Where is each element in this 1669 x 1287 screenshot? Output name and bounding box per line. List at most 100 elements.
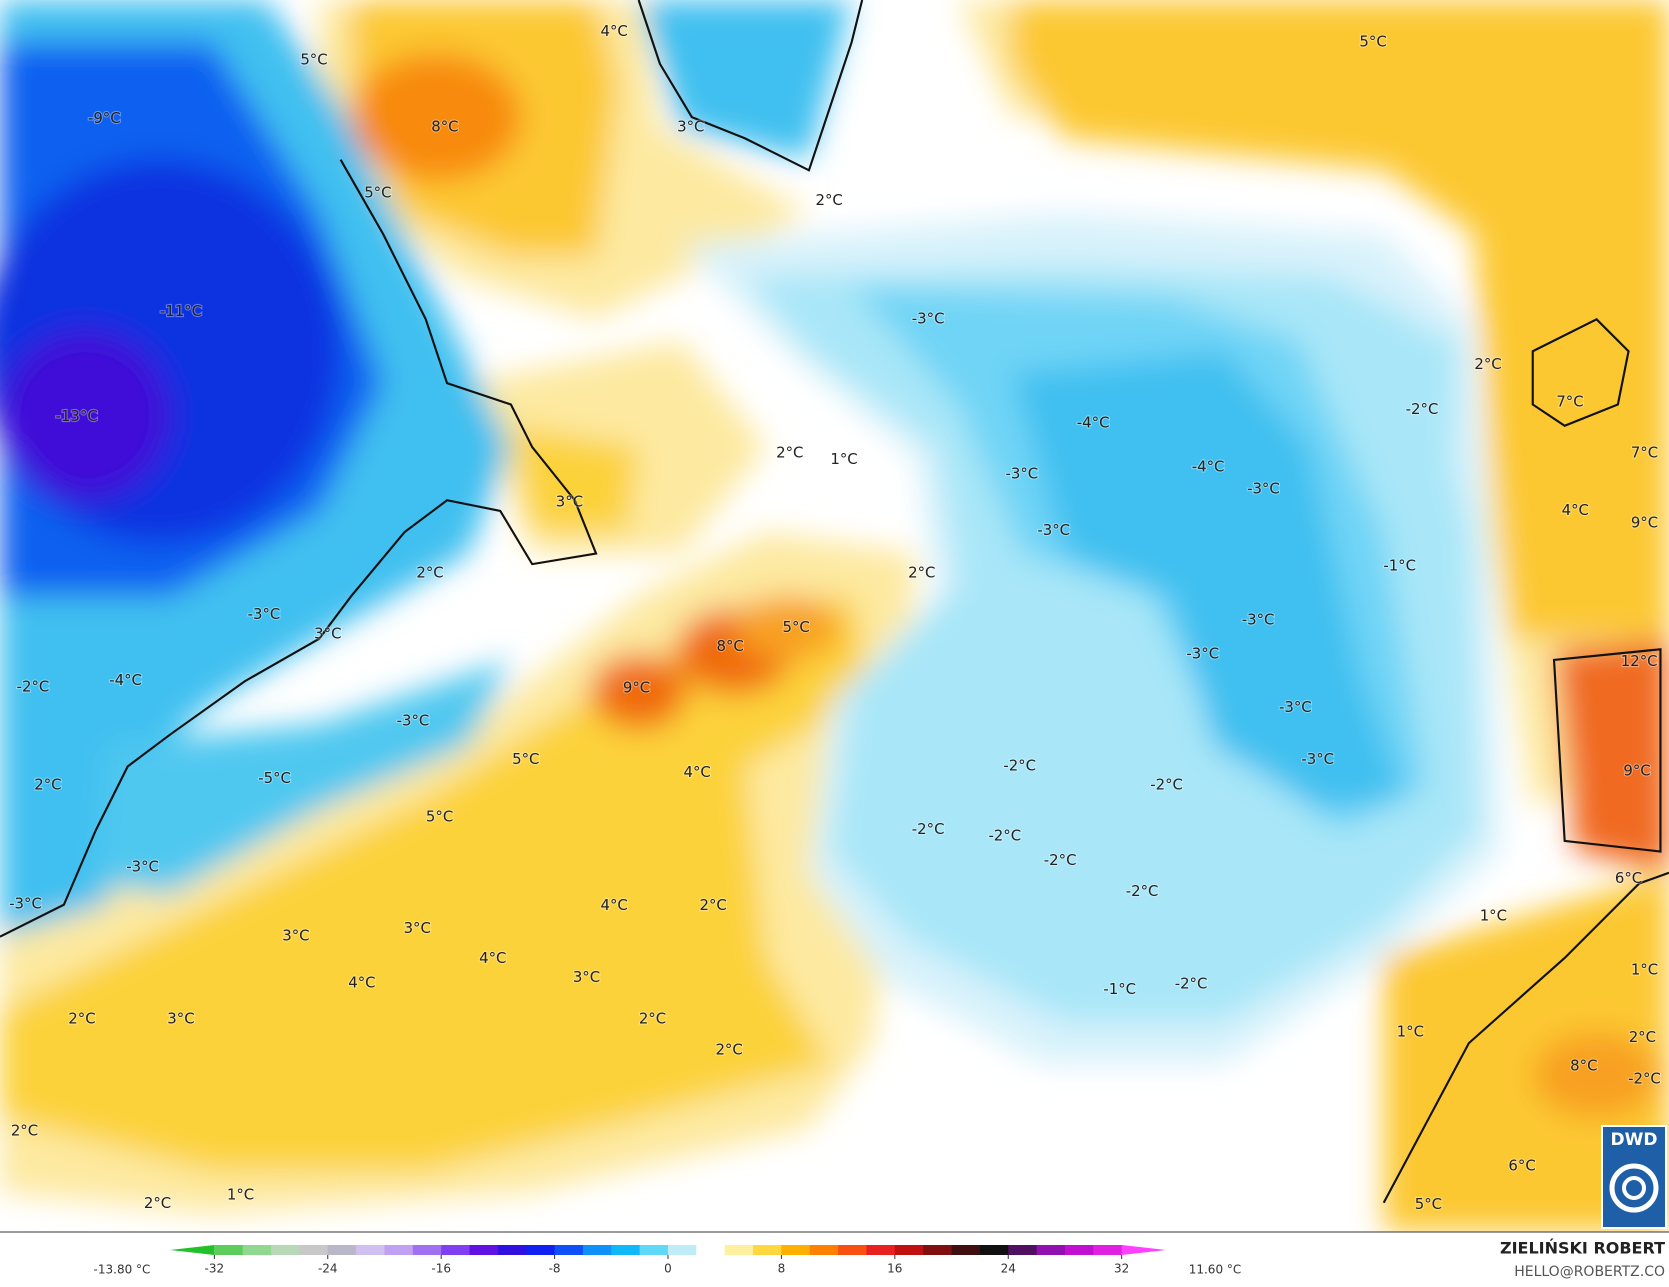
colorbar-band bbox=[923, 1245, 953, 1255]
temperature-label: -2°C bbox=[1003, 756, 1036, 774]
colorbar-band bbox=[469, 1245, 499, 1255]
colorbar-tick-label: -8 bbox=[549, 1262, 561, 1276]
colorbar-band bbox=[781, 1245, 811, 1255]
temperature-label: 5°C bbox=[364, 184, 391, 202]
colorbar-band bbox=[639, 1245, 669, 1255]
temperature-label: -3°C bbox=[397, 712, 430, 730]
temperature-label: 3°C bbox=[573, 968, 600, 986]
temperature-labels: 5°C 4°C 8°C 3°C 5°C -9°C 5°C 2°C -11°C -3°C -13°C 2… bbox=[8, 21, 1662, 1214]
temperature-label: -2°C bbox=[1628, 1069, 1661, 1087]
colorbar-band bbox=[299, 1245, 329, 1255]
temperature-label: -2°C bbox=[988, 827, 1021, 845]
colorbar-band bbox=[724, 1245, 754, 1255]
colorbar-tick-label: -16 bbox=[431, 1262, 451, 1276]
temperature-label: -2°C bbox=[1175, 975, 1208, 993]
colorbar-band bbox=[696, 1245, 726, 1255]
temperature-label: 4°C bbox=[684, 763, 711, 781]
temperature-label: -2°C bbox=[1044, 851, 1077, 869]
temperature-label: -3°C bbox=[1301, 750, 1334, 768]
temperature-label: 9°C bbox=[1631, 514, 1658, 532]
temperature-label: 8°C bbox=[431, 118, 458, 136]
temperature-label: 4°C bbox=[600, 896, 627, 914]
temperature-label: -3°C bbox=[912, 309, 945, 327]
temperature-label: 3°C bbox=[314, 624, 341, 642]
colorbar-end bbox=[1121, 1245, 1166, 1255]
temperature-label: 1°C bbox=[227, 1185, 254, 1203]
colorbar-band bbox=[753, 1245, 782, 1255]
colorbar-band bbox=[214, 1245, 244, 1255]
temperature-label: 2°C bbox=[776, 443, 803, 461]
temperature-label: 3°C bbox=[556, 492, 583, 510]
colorbar-band bbox=[242, 1245, 272, 1255]
temperature-label: 2°C bbox=[11, 1121, 38, 1139]
temperature-label: -4°C bbox=[109, 671, 142, 689]
temperature-label: -2°C bbox=[1406, 400, 1439, 418]
temperature-label: -1°C bbox=[1383, 556, 1416, 574]
temperature-label: 7°C bbox=[1631, 443, 1658, 461]
temperature-label: 4°C bbox=[479, 949, 506, 967]
temperature-label: -1°C bbox=[1103, 980, 1136, 998]
colorbar-band bbox=[979, 1245, 1009, 1255]
colorbar-tick-label: 32 bbox=[1114, 1262, 1129, 1276]
colorbar-tick-label: 16 bbox=[887, 1262, 902, 1276]
temperature-label: -2°C bbox=[1150, 776, 1183, 794]
temperature-label: 9°C bbox=[1623, 762, 1650, 780]
temperature-label: -9°C bbox=[88, 109, 121, 127]
temperature-label: 7°C bbox=[1556, 392, 1583, 410]
logo-text: DWD bbox=[1611, 1130, 1658, 1150]
temperature-label: 2°C bbox=[1629, 1028, 1656, 1046]
colorbar-band bbox=[384, 1245, 414, 1255]
temperature-label: 1°C bbox=[1480, 906, 1507, 924]
colorbar: -32 -24 -16 -8 0 8 16 24 32 bbox=[170, 1245, 1166, 1276]
temperature-label: 6°C bbox=[1615, 869, 1642, 887]
temperature-label: 4°C bbox=[1562, 501, 1589, 519]
colorbar-tick-label: -32 bbox=[205, 1262, 225, 1276]
temperature-label: 3°C bbox=[677, 118, 704, 136]
temperature-label: 4°C bbox=[600, 22, 627, 40]
temperature-label: -4°C bbox=[1077, 414, 1110, 432]
temperature-label: 2°C bbox=[34, 776, 61, 794]
colorbar-band bbox=[1093, 1245, 1123, 1255]
colorbar-band bbox=[526, 1245, 556, 1255]
colorbar-band bbox=[866, 1245, 896, 1255]
temperature-label: 4°C bbox=[348, 974, 375, 992]
colorbar-band bbox=[327, 1245, 357, 1255]
colorbar-band bbox=[951, 1245, 981, 1255]
temperature-label: -3°C bbox=[1242, 611, 1275, 629]
temperature-label: 5°C bbox=[783, 618, 810, 636]
temperature-label: 8°C bbox=[1570, 1057, 1597, 1075]
temperature-label: 3°C bbox=[167, 1010, 194, 1028]
colorbar-band bbox=[1008, 1245, 1038, 1255]
temperature-label: -3°C bbox=[126, 857, 159, 875]
temperature-label: 12°C bbox=[1621, 652, 1658, 670]
colorbar-band bbox=[441, 1245, 471, 1255]
temperature-label: 5°C bbox=[1359, 33, 1386, 51]
map: 5°C 4°C 8°C 3°C 5°C -9°C 5°C 2°C -11°C -3°C -13°C 2… bbox=[0, 0, 1669, 1232]
temperature-label: -13°C bbox=[56, 407, 98, 425]
colorbar-tick-label: -24 bbox=[318, 1262, 338, 1276]
temperature-label: -4°C bbox=[1192, 457, 1225, 475]
colorbar-band bbox=[894, 1245, 924, 1255]
colorbar-band bbox=[497, 1245, 527, 1255]
colorbar-band bbox=[271, 1245, 300, 1255]
temperature-label: 2°C bbox=[1474, 355, 1501, 373]
colorbar-band bbox=[412, 1245, 442, 1255]
colorbar-band bbox=[582, 1245, 612, 1255]
logo-swirl bbox=[1609, 1163, 1659, 1213]
temperature-label: -3°C bbox=[1279, 698, 1312, 716]
temperature-label: 2°C bbox=[816, 191, 843, 209]
colorbar-band bbox=[554, 1245, 584, 1255]
temperature-label: 8°C bbox=[717, 637, 744, 655]
colorbar-tick-label: 0 bbox=[664, 1262, 672, 1276]
colorbar-band bbox=[838, 1245, 867, 1255]
temperature-label: 5°C bbox=[426, 807, 453, 825]
colorbar-min: -13.80 °C bbox=[94, 1263, 151, 1277]
temperature-label: 2°C bbox=[416, 564, 443, 582]
temperature-label: 3°C bbox=[282, 927, 309, 945]
temperature-label: -3°C bbox=[9, 895, 42, 913]
temperature-label: -2°C bbox=[1126, 882, 1159, 900]
coastlines bbox=[0, 0, 1669, 1204]
temperature-label: -5°C bbox=[258, 769, 291, 787]
credit-name: ZIELIŃSKI ROBERT bbox=[1500, 1239, 1665, 1258]
